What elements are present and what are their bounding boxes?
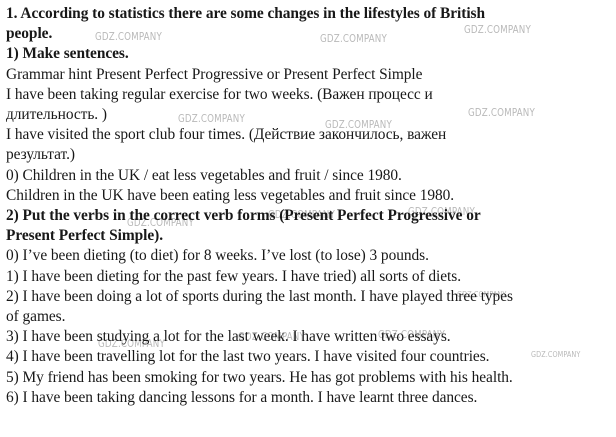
text-line: 4) I have been travelling lot for the la…: [6, 348, 490, 366]
text-line: 5) My friend has been smoking for two ye…: [6, 368, 513, 386]
text-line: Children in the UK have been eating less…: [6, 186, 455, 204]
text-line: Grammar hint Present Perfect Progressive…: [6, 65, 423, 83]
text-line: 1) I have been dieting for the past few …: [6, 267, 461, 285]
text-line: 0) I’ve been dieting (to diet) for 8 wee…: [6, 247, 429, 265]
text-line: of games.: [6, 308, 66, 326]
worksheet-text-body: 1. According to statistics there are som…: [6, 5, 513, 406]
text-line: 1. According to statistics there are som…: [6, 5, 485, 22]
text-line: people.: [6, 25, 53, 43]
text-line: I have been taking regular exercise for …: [6, 85, 433, 103]
text-line: длительность. ): [6, 106, 107, 124]
text-line: 2) I have been doing a lot of sports dur…: [6, 287, 513, 305]
text-line: результат.): [6, 146, 75, 164]
text-line: Present Perfect Simple).: [6, 227, 164, 245]
text-line: 3) I have been studying a lot for the la…: [6, 328, 451, 346]
text-line: 0) Children in the UK / eat less vegetab…: [6, 166, 402, 184]
text-line: 6) I have been taking dancing lessons fo…: [6, 388, 478, 406]
text-line: 2) Put the verbs in the correct verb for…: [6, 207, 481, 225]
text-line: I have visited the sport club four times…: [6, 126, 447, 144]
text-line: 1) Make sentences.: [6, 45, 129, 63]
